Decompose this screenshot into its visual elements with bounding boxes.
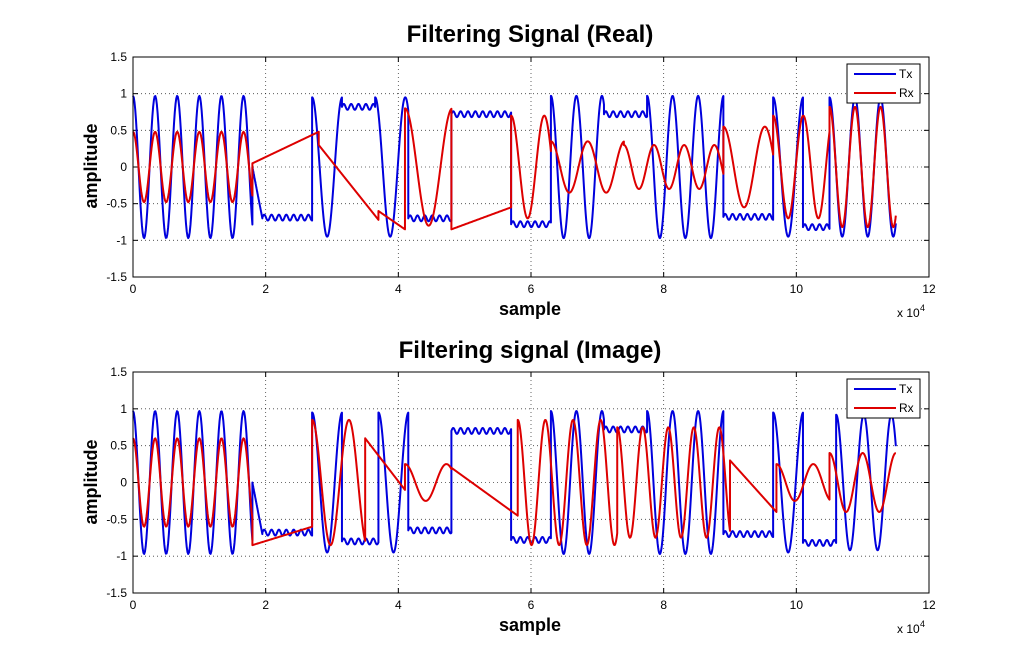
y-tick-label: 1 [120,87,127,101]
y-tick-label: -1 [116,549,127,563]
y-tick-label: 0 [120,160,127,174]
grid [133,372,929,593]
x-tick-label: 10 [790,598,804,612]
series-line-rx [132,418,897,547]
x-tick-label: 8 [660,282,667,296]
chart-title: Filtering signal (Image) [399,337,662,364]
legend-label-tx: Tx [899,382,912,396]
chart-real: Filtering Signal (Real) 0 2 4 6 8 10 12 1.5 1 0.5… [81,21,936,320]
x-tick-label: 2 [262,282,269,296]
x-tick-label: 4 [395,282,402,296]
x-tick-label: 6 [528,282,535,296]
x-tick-label: 12 [922,598,936,612]
plot-frame [132,371,930,594]
y-tick-label: 0 [120,476,127,490]
y-tick-label: 1 [120,402,127,416]
x-axis-label: sample [499,615,561,635]
y-tick-label: 0.5 [110,123,127,137]
x-multiplier: x 10 [897,622,920,636]
legend: Tx Rx [846,378,921,419]
y-axis-label: amplitude [81,439,101,524]
plot-frame [132,56,930,278]
x-multiplier-exponent: 4 [920,303,925,313]
y-tick-label: -0.5 [106,512,127,526]
grid [133,57,929,277]
x-tick-label: 2 [262,598,269,612]
series-line-rx [132,105,897,231]
x-tick-label: 0 [130,598,137,612]
x-tick-label: 0 [130,282,137,296]
y-tick-label: -1.5 [106,270,127,284]
series-lines [132,94,897,240]
x-multiplier: x 10 [897,306,920,320]
y-tick-label: -1.5 [106,586,127,600]
x-tick-label: 4 [395,598,402,612]
x-tick-label: 6 [528,598,535,612]
legend-label-tx: Tx [899,67,912,81]
y-tick-label: 1.5 [110,50,127,64]
y-axis-label: amplitude [81,123,101,208]
y-tick-label: 1.5 [110,365,127,379]
x-tick-label: 12 [922,282,936,296]
chart-image: Filtering signal (Image) 0 2 4 6 8 10 12 1.5 1 0.… [81,337,936,636]
y-tick-label: 0.5 [110,439,127,453]
ticks: 0 2 4 6 8 10 12 1.5 1 0.5 0 -0.5 -1 -1.5 [106,365,936,612]
y-tick-label: -1 [116,233,127,247]
x-multiplier-exponent: 4 [920,619,925,629]
legend-label-rx: Rx [899,86,914,100]
series-lines [132,410,897,555]
legend-box [846,378,921,419]
x-tick-label: 8 [660,598,667,612]
chart-title: Filtering Signal (Real) [407,21,654,48]
legend: Tx Rx [846,63,921,104]
legend-box [846,63,921,104]
y-tick-label: -0.5 [106,197,127,211]
x-axis-label: sample [499,299,561,319]
legend-label-rx: Rx [899,401,914,415]
series-line-tx [132,410,897,555]
x-tick-label: 10 [790,282,804,296]
